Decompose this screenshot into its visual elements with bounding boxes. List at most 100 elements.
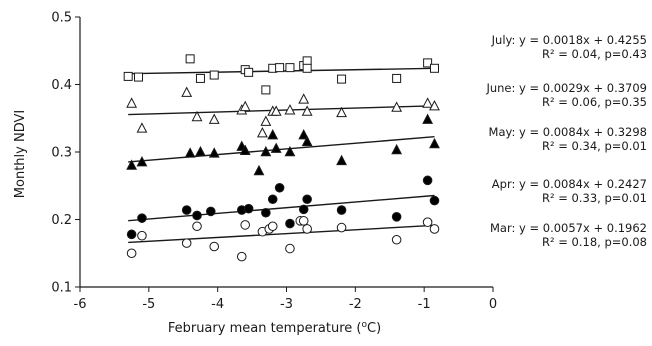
june-data-point: [429, 100, 440, 111]
july-data-point: [429, 63, 439, 73]
july-data-point: [337, 74, 347, 84]
x-tick-label: -4: [211, 297, 224, 312]
june-data-point: [336, 106, 347, 118]
july-data-point: [423, 58, 433, 68]
may-data-point: [260, 145, 272, 157]
apr-data-point: [422, 175, 433, 186]
x-tick-label: -5: [142, 297, 155, 312]
july-data-point: [244, 67, 254, 77]
may-data-point: [298, 129, 310, 140]
mar-data-point: [285, 243, 295, 254]
july-data-point: [392, 73, 402, 83]
july-data-point: [261, 85, 271, 95]
y-tick-label: 0.3: [51, 146, 72, 161]
may-data-point: [284, 145, 296, 157]
y-tick-label: 0.1: [51, 281, 72, 296]
apr-regression-line: [128, 194, 435, 222]
july-data-point: [209, 70, 219, 80]
may-data-point: [239, 144, 251, 155]
may-data-point: [136, 156, 148, 167]
june-data-point: [260, 115, 272, 126]
x-tick-label: -3: [280, 297, 293, 312]
june-stats-label: R² = 0.06, p=0.35: [542, 95, 647, 109]
apr-data-point: [274, 182, 285, 193]
x-axis-title-superscript: o: [361, 320, 367, 330]
may-data-point: [270, 142, 282, 153]
mar-data-point: [298, 216, 309, 226]
july-data-point: [185, 54, 195, 64]
june-data-point: [256, 127, 268, 138]
x-axis-title-unit: C): [367, 321, 381, 336]
may-data-point: [301, 135, 313, 147]
mar-regression-line: [128, 224, 435, 244]
mar-data-point: [422, 217, 433, 227]
mar-data-point: [137, 230, 147, 241]
mar-data-point: [209, 241, 220, 252]
mar-data-point: [240, 220, 250, 230]
june-data-point: [181, 86, 193, 97]
mar-data-point: [302, 224, 312, 234]
x-tick-label: -2: [349, 297, 362, 312]
may-data-point: [391, 143, 403, 155]
apr-data-point: [192, 210, 202, 221]
may-data-point: [422, 113, 434, 124]
july-data-point: [195, 73, 205, 83]
mar-data-point: [391, 234, 402, 245]
mar-data-point: [126, 248, 137, 259]
y-tick-label: 0.4: [51, 78, 72, 93]
apr-data-point: [391, 212, 402, 222]
july-equation-label: July: y = 0.0018x + 0.4255: [491, 33, 647, 47]
apr-data-point: [267, 194, 278, 205]
may-data-point: [208, 147, 220, 158]
may-stats-label: R² = 0.34, p=0.01: [542, 139, 647, 153]
regression-lines-layer: [128, 67, 435, 244]
june-data-point: [126, 97, 138, 108]
apr-data-point: [302, 194, 312, 205]
june-data-point: [191, 110, 203, 122]
july-data-point: [275, 63, 285, 73]
mar-data-point: [236, 251, 247, 262]
june-data-point: [208, 113, 220, 124]
july-data-point: [285, 63, 295, 73]
july-stats-label: R² = 0.04, p=0.43: [542, 47, 647, 61]
june-data-point: [301, 105, 313, 116]
x-tick-label: -6: [74, 297, 87, 312]
mar-data-point: [336, 222, 347, 233]
apr-data-point: [336, 205, 347, 215]
apr-data-point: [298, 204, 309, 215]
july-data-point: [302, 56, 312, 66]
may-equation-label: May: y = 0.0084x + 0.3298: [489, 125, 647, 139]
june-data-point: [298, 93, 310, 104]
apr-data-point: [126, 229, 137, 240]
mar-stats-label: R² = 0.18, p=0.08: [542, 235, 647, 249]
y-axis-title: Monthly NDVI: [13, 110, 28, 198]
apr-data-point: [181, 205, 192, 215]
apr-data-point: [137, 213, 147, 223]
mar-data-point: [181, 238, 192, 248]
apr-data-point: [243, 203, 254, 214]
apr-data-point: [205, 206, 216, 217]
apr-data-point: [285, 218, 295, 229]
x-axis-title: February mean temperature (oC): [168, 320, 381, 336]
may-data-point: [195, 145, 206, 157]
june-data-point: [270, 105, 282, 116]
apr-equation-label: Apr: y = 0.0084x + 0.2427: [492, 177, 647, 191]
may-data-point: [267, 129, 279, 140]
mar-data-point: [429, 224, 440, 234]
mar-data-point: [267, 221, 278, 232]
mar-equation-label: Mar: y = 0.0057x + 0.1962: [490, 221, 647, 235]
may-data-point: [429, 137, 440, 149]
x-tick-label: -1: [418, 297, 431, 312]
may-data-point: [184, 147, 196, 158]
mar-data-point: [192, 221, 202, 232]
data-points-layer: [123, 54, 440, 262]
july-data-point: [134, 72, 144, 82]
may-data-point: [126, 159, 138, 170]
june-data-point: [239, 100, 251, 112]
apr-data-point: [429, 195, 440, 206]
july-data-point: [123, 71, 133, 81]
may-regression-line: [128, 136, 435, 163]
x-tick-label: 0: [489, 297, 497, 312]
